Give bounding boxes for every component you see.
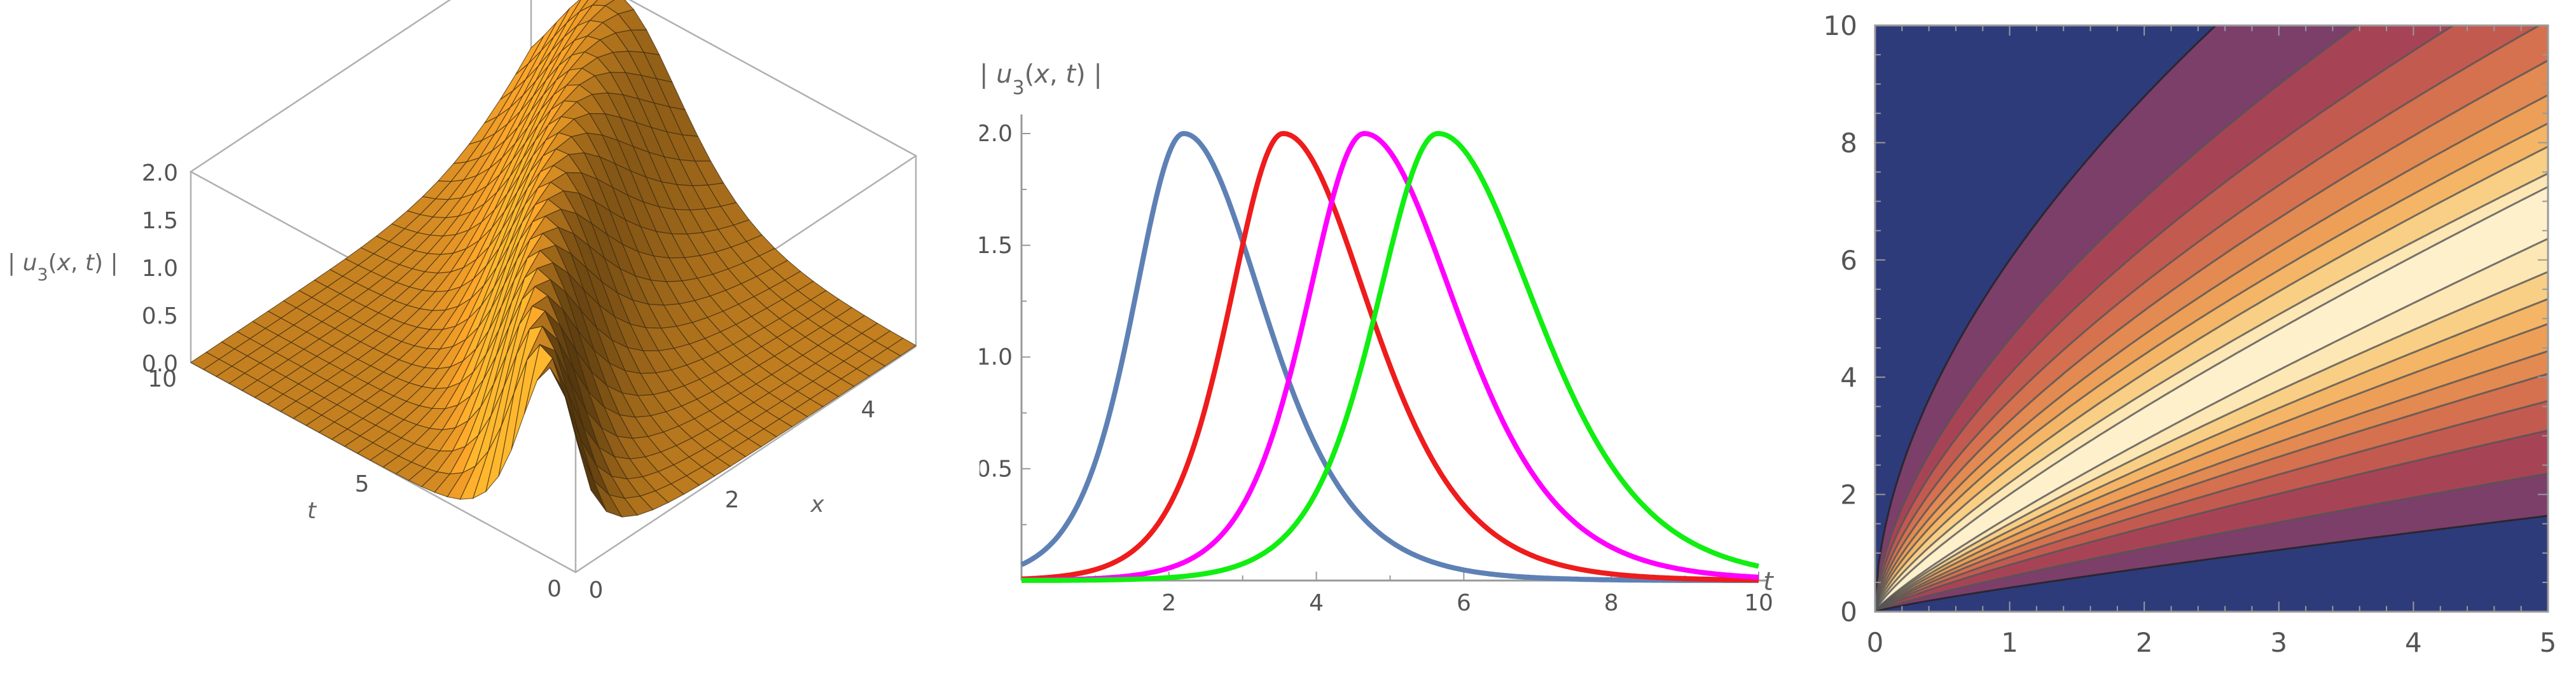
x-tick-label: 10 — [1744, 590, 1773, 616]
x-tick-label: 2 — [1161, 590, 1176, 616]
x-tick-label: 0 — [589, 577, 604, 603]
t-axis-label: t — [307, 498, 317, 524]
y-tick-label: 1.5 — [980, 233, 1013, 259]
contour-band — [1875, 272, 2548, 612]
contour-band — [1875, 430, 2548, 612]
y-tick-label: 0 — [1840, 596, 1857, 628]
x-tick-label: 3 — [2270, 627, 2287, 658]
contour-line — [1875, 350, 2548, 612]
x-tick-label: 1 — [2001, 627, 2018, 658]
contour-band — [1875, 123, 2548, 612]
contour-band — [1875, 60, 2548, 612]
contour-line — [1875, 25, 2542, 612]
y-tick-label: 0.5 — [980, 456, 1013, 482]
x-axis-label: x — [810, 492, 824, 518]
box-top — [189, 0, 918, 383]
contour-band — [1875, 238, 2548, 612]
contour-band — [1875, 401, 2548, 612]
contour-line — [1875, 122, 2548, 612]
series-line — [1021, 130, 1759, 583]
z-tick-label: 0.0 — [142, 351, 178, 377]
contour-line — [1875, 298, 2548, 612]
t-tick-label: 5 — [355, 471, 370, 497]
contour-line — [1875, 238, 2548, 612]
surface-patch — [887, 338, 917, 357]
surface — [190, 0, 917, 518]
line-plot: 2 4 6 8 10 0.5 1.0 1.5 2.0 | u3(x, t) | t — [980, 60, 1774, 616]
y-tick-label: 10 — [1824, 10, 1857, 41]
contour-line — [1875, 172, 2548, 612]
t-tick-label: 10 — [148, 366, 177, 392]
x-tick-label: 0 — [1867, 627, 1884, 658]
line-plot-panel: 2 4 6 8 10 0.5 1.0 1.5 2.0 | u3(x, t) | t — [980, 0, 1787, 674]
z-tick-label: 1.0 — [142, 256, 178, 282]
y-axis-label: | u3(x, t) | — [980, 60, 1102, 99]
x-tick-label: 4 — [1309, 590, 1324, 616]
series-line — [1020, 130, 1759, 583]
x-tick-label: 8 — [1604, 590, 1619, 616]
contour-bands — [1875, 25, 2548, 612]
series-line — [1021, 130, 1759, 583]
contour-line — [1875, 59, 2548, 612]
x-axis-label: t — [1763, 567, 1774, 596]
contour-band — [1875, 25, 2548, 612]
contour-band — [1875, 299, 2548, 612]
surface-plot: 0.0 0.5 1.0 1.5 2.0 10 5 0 0 2 4 | u3(x, t) | t x — [8, 0, 918, 603]
x-tick-label: 2 — [2136, 627, 2153, 658]
x-tick-label: 5 — [2540, 627, 2557, 658]
contour-line — [1875, 514, 2548, 612]
y-tick-label: 2.0 — [980, 121, 1013, 147]
contour-band — [1875, 25, 2358, 612]
t-tick-label: 0 — [547, 576, 562, 602]
y-tick-label: 1.0 — [980, 345, 1013, 371]
z-tick-label: 2.0 — [142, 160, 178, 186]
contour-line — [1875, 186, 2548, 612]
x-tick-label: 6 — [1457, 590, 1471, 616]
contour-line — [1875, 373, 2548, 612]
contour-band — [1875, 186, 2548, 612]
z-tick-label: 1.5 — [142, 208, 178, 234]
contour-line — [1875, 322, 2548, 612]
contour-band — [1875, 351, 2548, 612]
z-tick-label: 0.5 — [142, 303, 178, 329]
contour-plot: 0 1 2 3 4 5 0 2 4 6 8 10 — [1824, 10, 2557, 658]
contour-line — [1875, 146, 2548, 612]
x-tick-label: 4 — [2405, 627, 2422, 658]
contour-line — [1875, 25, 2217, 612]
y-tick-label: 4 — [1840, 362, 1857, 393]
contour-line — [1875, 271, 2548, 612]
contour-line — [1875, 94, 2548, 612]
y-tick-label: 6 — [1840, 245, 1857, 276]
contour-band — [1875, 146, 2548, 612]
contour-band — [1875, 173, 2548, 612]
surface-patch — [566, 0, 589, 23]
surface-plot-panel: 0.0 0.5 1.0 1.5 2.0 10 5 0 0 2 4 | u3(x, t) | t x — [0, 0, 980, 674]
contour-line — [1875, 25, 2456, 612]
x-tick-label: 2 — [725, 487, 740, 513]
contour-line — [1875, 472, 2548, 612]
contour-band — [1875, 95, 2548, 612]
series-line — [1021, 130, 1759, 583]
y-tick-label: 8 — [1840, 127, 1857, 158]
contour-band — [1875, 324, 2548, 612]
x-tick-label: 4 — [861, 397, 876, 423]
surface-patch — [579, 0, 599, 12]
contour-line — [1875, 429, 2548, 612]
contour-band — [1875, 473, 2548, 612]
contour-line — [1875, 25, 2359, 612]
z-axis-label: | u3(x, t) | — [8, 250, 118, 285]
contour-band — [1875, 373, 2548, 612]
contour-plot-panel: 0 1 2 3 4 5 0 2 4 6 8 10 — [1787, 0, 2576, 674]
y-tick-label: 2 — [1840, 479, 1857, 511]
surface-patch — [592, 0, 615, 6]
contour-line — [1875, 400, 2548, 612]
